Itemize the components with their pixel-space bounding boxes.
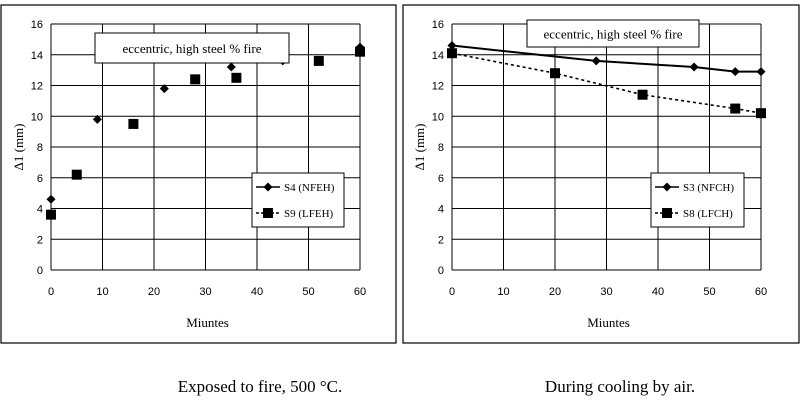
chart2-legend-marker-1 <box>662 182 672 192</box>
chart1-series-2-point <box>128 118 139 129</box>
chart2-series-2 <box>447 48 766 119</box>
chart2-annotation: eccentric, high steel % fire <box>544 27 683 42</box>
chart1-series-1-point <box>226 62 236 72</box>
right-caption: During cooling by air. <box>545 377 695 396</box>
chart1-xtick-label: 60 <box>354 286 366 298</box>
chart2-ytick-label: 12 <box>432 81 444 93</box>
chart2-legend-marker-2 <box>662 208 672 218</box>
left-chart: 0 2 4 6 8 10 12 14 16 0 10 20 30 40 50 60 Miuntes Δ1 (mm)… <box>11 19 366 330</box>
chart1-ytick-label: 4 <box>37 204 43 216</box>
chart1-legend-marker-1 <box>263 182 273 192</box>
right-panel-frame <box>402 4 800 344</box>
chart1-ylabel: Δ1 (mm) <box>11 124 26 171</box>
chart2-series-1-point <box>689 62 699 72</box>
chart1-series-1-point <box>159 84 169 94</box>
chart2-legend-label-2: S8 (LFCH) <box>683 208 733 220</box>
chart1-xtick-label: 20 <box>148 286 160 298</box>
chart2-series-1-point <box>447 41 457 51</box>
chart2-xtick-label: 50 <box>703 286 715 298</box>
chart1-xlabel: Miuntes <box>186 315 229 330</box>
chart1-xtick-label: 50 <box>302 286 314 298</box>
chart2-xtick-label: 60 <box>755 286 767 298</box>
chart1-series-2-point <box>71 169 82 180</box>
chart1-annotation-box <box>94 32 290 64</box>
chart1-ytick-label: 2 <box>37 234 43 246</box>
chart2-ytick-label: 6 <box>438 173 444 185</box>
chart1-series-2-point <box>190 74 201 85</box>
chart2-xtick-label: 10 <box>497 286 509 298</box>
chart1-xtick-label: 10 <box>96 286 108 298</box>
chart2-series-2-point <box>637 89 648 100</box>
chart2-series-2-point <box>550 68 560 79</box>
chart2-ytick-label: 4 <box>438 204 444 216</box>
chart1-annotation: eccentric, high steel % fire <box>123 41 262 56</box>
chart2-ytick-label: 0 <box>438 265 444 277</box>
chart2-xlabel: Miuntes <box>587 315 630 330</box>
chart2-ytick-label: 8 <box>438 142 444 154</box>
chart2-legend-label-1: S3 (NFCH) <box>683 182 734 194</box>
chart2-xtick-label: 40 <box>652 286 664 298</box>
chart1-series-1-point <box>46 194 56 204</box>
chart1-legend-label-1: S4 (NFEH) <box>284 182 335 194</box>
chart2-ylabel: Δ1 (mm) <box>412 124 427 171</box>
chart2-series-1 <box>447 41 766 77</box>
chart1-series-2-point <box>313 55 324 66</box>
chart1-series-2-point <box>46 209 56 220</box>
chart1-xtick-label: 40 <box>251 286 263 298</box>
chart2-series-2-point <box>756 108 766 119</box>
chart2-ytick-label: 16 <box>432 19 444 31</box>
chart1-xtick-label: 30 <box>199 286 211 298</box>
chart1-series-1-point <box>92 114 102 124</box>
chart2-xtick-label: 30 <box>600 286 612 298</box>
chart1-ytick-label: 16 <box>31 19 43 31</box>
chart2-xtick-label: 20 <box>549 286 561 298</box>
chart1-legend-marker-2 <box>263 208 273 218</box>
chart2-series-2-point <box>730 103 741 114</box>
left-panel-frame <box>0 4 397 344</box>
right-chart: 0 2 4 6 8 10 12 14 16 0 10 20 30 40 50 60 Miuntes Δ1 (mm)… <box>412 19 767 330</box>
chart2-ytick-label: 2 <box>438 234 444 246</box>
chart1-ytick-label: 10 <box>31 111 43 123</box>
chart2-series-1-point <box>756 67 766 77</box>
chart1-series-2 <box>46 46 365 220</box>
chart1-ytick-label: 14 <box>31 50 43 62</box>
chart1-xtick-label: 0 <box>48 286 54 298</box>
chart2-series-2-point <box>447 48 457 59</box>
chart1-series-2-point <box>231 72 242 83</box>
chart1-legend-label-2: S9 (LFEH) <box>284 208 334 220</box>
chart1-ytick-label: 6 <box>37 173 43 185</box>
chart2-series-1-point <box>730 67 740 77</box>
chart2-ytick-label: 10 <box>432 111 444 123</box>
chart2-series-1-point <box>591 56 601 66</box>
chart1-ytick-label: 0 <box>37 265 43 277</box>
chart2-ytick-label: 14 <box>432 50 444 62</box>
chart1-series-2-point <box>355 46 365 57</box>
chart2-annotation-box <box>526 19 700 48</box>
chart2-xtick-label: 0 <box>449 286 455 298</box>
chart1-ytick-label: 8 <box>37 142 43 154</box>
chart1-ytick-label: 12 <box>31 81 43 93</box>
left-caption: Exposed to fire, 500 °C. <box>178 377 343 396</box>
